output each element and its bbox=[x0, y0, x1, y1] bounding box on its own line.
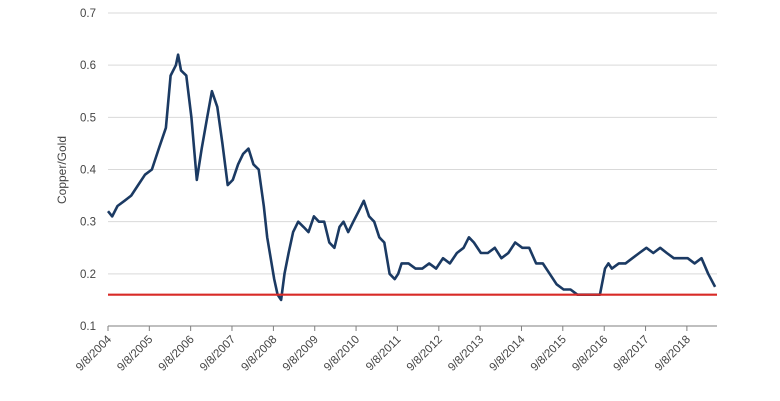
series-line-copper-gold bbox=[106, 53, 717, 302]
y-tick-label: 0.1 bbox=[80, 321, 96, 333]
y-axis-title: Copper/Gold bbox=[55, 136, 69, 204]
y-tick-label: 0.3 bbox=[80, 217, 96, 229]
x-tick-label: 9/8/2013 bbox=[446, 334, 486, 374]
x-tick-label: 9/8/2018 bbox=[653, 334, 693, 374]
y-axis: 0.1 0.2 0.3 0.4 0.5 0.6 0.7 bbox=[80, 8, 97, 333]
grid-lines bbox=[108, 12, 717, 275]
x-tick-label: 9/8/2009 bbox=[281, 334, 321, 374]
x-tick-label: 9/8/2006 bbox=[157, 334, 197, 374]
x-tick-label: 9/8/2005 bbox=[115, 334, 155, 374]
x-tick-label: 9/8/2010 bbox=[322, 334, 362, 374]
x-tick-label: 9/8/2014 bbox=[487, 333, 528, 374]
x-tick-label: 9/8/2004 bbox=[74, 333, 115, 374]
x-tick-label: 9/8/2017 bbox=[612, 334, 652, 374]
x-tick-label: 9/8/2012 bbox=[405, 334, 445, 374]
x-axis: 9/8/2004 9/8/2005 9/8/2006 9/8/2007 9/8/2008… bbox=[74, 325, 717, 374]
x-tick-label: 9/8/2007 bbox=[198, 334, 238, 374]
x-tick-label: 9/8/2015 bbox=[529, 334, 569, 374]
plot-area bbox=[106, 53, 717, 302]
y-tick-label: 0.4 bbox=[80, 165, 97, 177]
y-tick-label: 0.6 bbox=[80, 60, 96, 72]
x-tick-label: 9/8/2016 bbox=[570, 334, 610, 374]
y-tick-label: 0.5 bbox=[80, 112, 96, 124]
y-tick-label: 0.2 bbox=[80, 269, 96, 281]
x-tick-label: 9/8/2008 bbox=[239, 334, 279, 374]
x-tick-label: 9/8/2011 bbox=[364, 334, 404, 374]
y-tick-label: 0.7 bbox=[80, 8, 96, 20]
